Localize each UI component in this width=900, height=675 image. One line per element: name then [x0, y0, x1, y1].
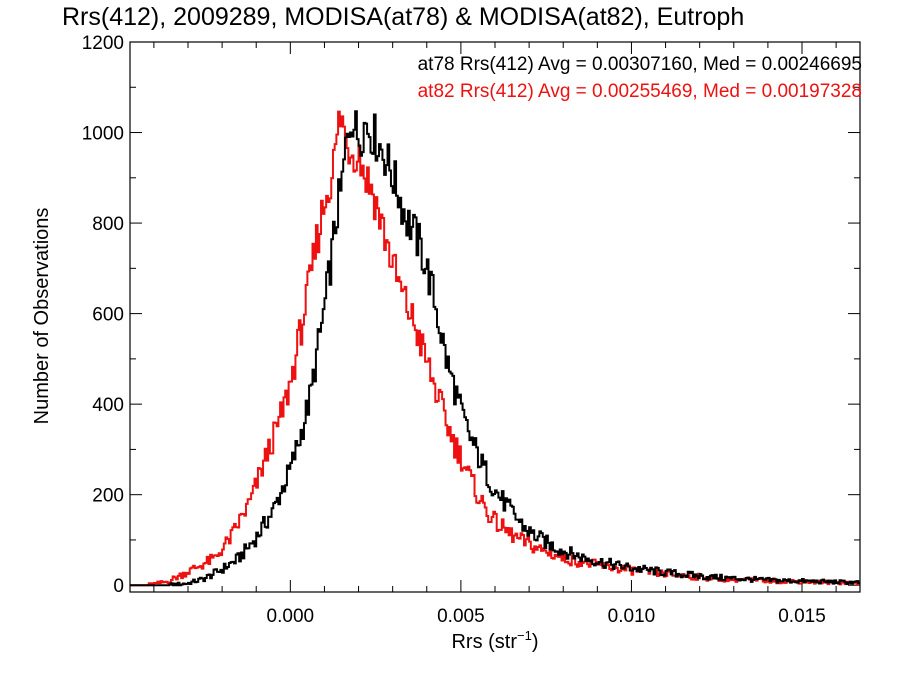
y-tick-label: 800	[92, 214, 124, 235]
series-at78-line	[130, 110, 860, 587]
axis-ticks	[130, 41, 860, 592]
plot-frame	[129, 41, 861, 593]
y-tick-label: 1200	[82, 33, 124, 54]
series-layer	[130, 110, 860, 587]
tick-labels: 0.000 0.005 0.010 0.015 0 200 400 600 800 1000 120…	[82, 33, 826, 627]
x-tick-label: 0.010	[608, 606, 656, 627]
y-tick-label: 600	[92, 305, 124, 326]
y-axis-label: Number of Observations	[31, 208, 53, 425]
legend-entry-at78: at78 Rrs(412) Avg = 0.00307160, Med = 0.…	[418, 54, 862, 75]
y-tick-label: 200	[92, 486, 124, 507]
x-tick-label: 0.005	[437, 606, 485, 627]
chart-title: Rrs(412), 2009289, MODISA(at78) & MODISA…	[62, 3, 745, 31]
x-axis-label: Rrs (str−1)	[451, 628, 538, 653]
y-tick-label: 1000	[82, 124, 124, 145]
series-at82-line	[130, 110, 860, 587]
x-axis-label-sup: −1	[517, 628, 532, 643]
y-tick-label: 0	[113, 576, 124, 597]
x-axis-label-main: Rrs (str	[451, 631, 517, 653]
legend-entry-at82: at82 Rrs(412) Avg = 0.00255469, Med = 0.…	[418, 81, 862, 102]
x-tick-label: 0.015	[778, 606, 826, 627]
x-tick-label: 0.000	[267, 606, 315, 627]
x-axis-label-end: )	[532, 631, 539, 653]
y-tick-label: 400	[92, 395, 124, 416]
